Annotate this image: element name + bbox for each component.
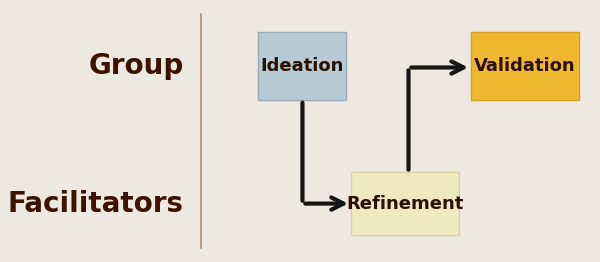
Text: Facilitators: Facilitators [7, 190, 184, 217]
FancyBboxPatch shape [259, 32, 346, 100]
FancyBboxPatch shape [351, 172, 458, 235]
FancyBboxPatch shape [471, 32, 578, 100]
Text: Ideation: Ideation [260, 57, 344, 75]
Text: Refinement: Refinement [346, 195, 463, 212]
Text: Validation: Validation [474, 57, 575, 75]
Text: Group: Group [88, 52, 184, 80]
